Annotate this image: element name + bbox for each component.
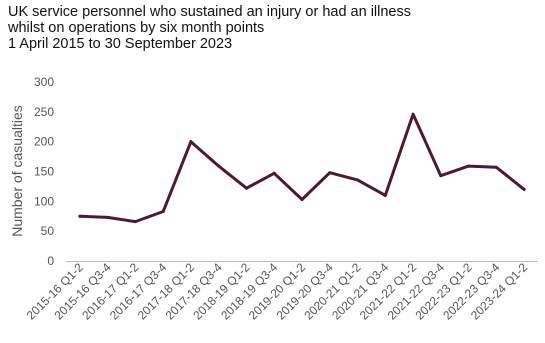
chart-title-line-1: UK service personnel who sustained an in… <box>8 4 411 20</box>
y-tick-label: 150 <box>34 165 54 179</box>
y-tick-label: 100 <box>34 194 54 208</box>
data-point <box>78 214 82 218</box>
y-tick-label: 50 <box>41 224 55 238</box>
data-point <box>467 164 471 168</box>
data-point <box>189 140 193 144</box>
chart-title-line-2: whilst on operations by six month points <box>8 20 265 36</box>
chart-title-line-3: 1 April 2015 to 30 September 2023 <box>8 36 233 52</box>
data-point <box>328 171 332 175</box>
series-line <box>78 112 526 224</box>
data-point <box>522 187 526 191</box>
data-point <box>439 174 443 178</box>
data-point <box>244 186 248 190</box>
data-point <box>494 165 498 169</box>
y-tick-label: 250 <box>34 105 54 119</box>
y-tick-label: 300 <box>34 75 54 89</box>
data-point <box>383 193 387 197</box>
data-point <box>106 215 110 219</box>
y-tick-label: 0 <box>47 254 54 268</box>
y-axis: 0 50 100 150 200 250 300 <box>34 75 54 268</box>
data-point <box>217 164 221 168</box>
data-point <box>133 220 137 224</box>
chart-title: UK service personnel who sustained an in… <box>8 4 528 52</box>
data-point <box>356 178 360 182</box>
data-point <box>161 209 165 213</box>
series-group <box>78 112 526 224</box>
data-point <box>272 171 276 175</box>
data-point <box>300 198 304 202</box>
y-tick-label: 200 <box>34 135 54 149</box>
data-point <box>411 112 415 116</box>
y-axis-label: Number of casualties <box>9 105 25 237</box>
